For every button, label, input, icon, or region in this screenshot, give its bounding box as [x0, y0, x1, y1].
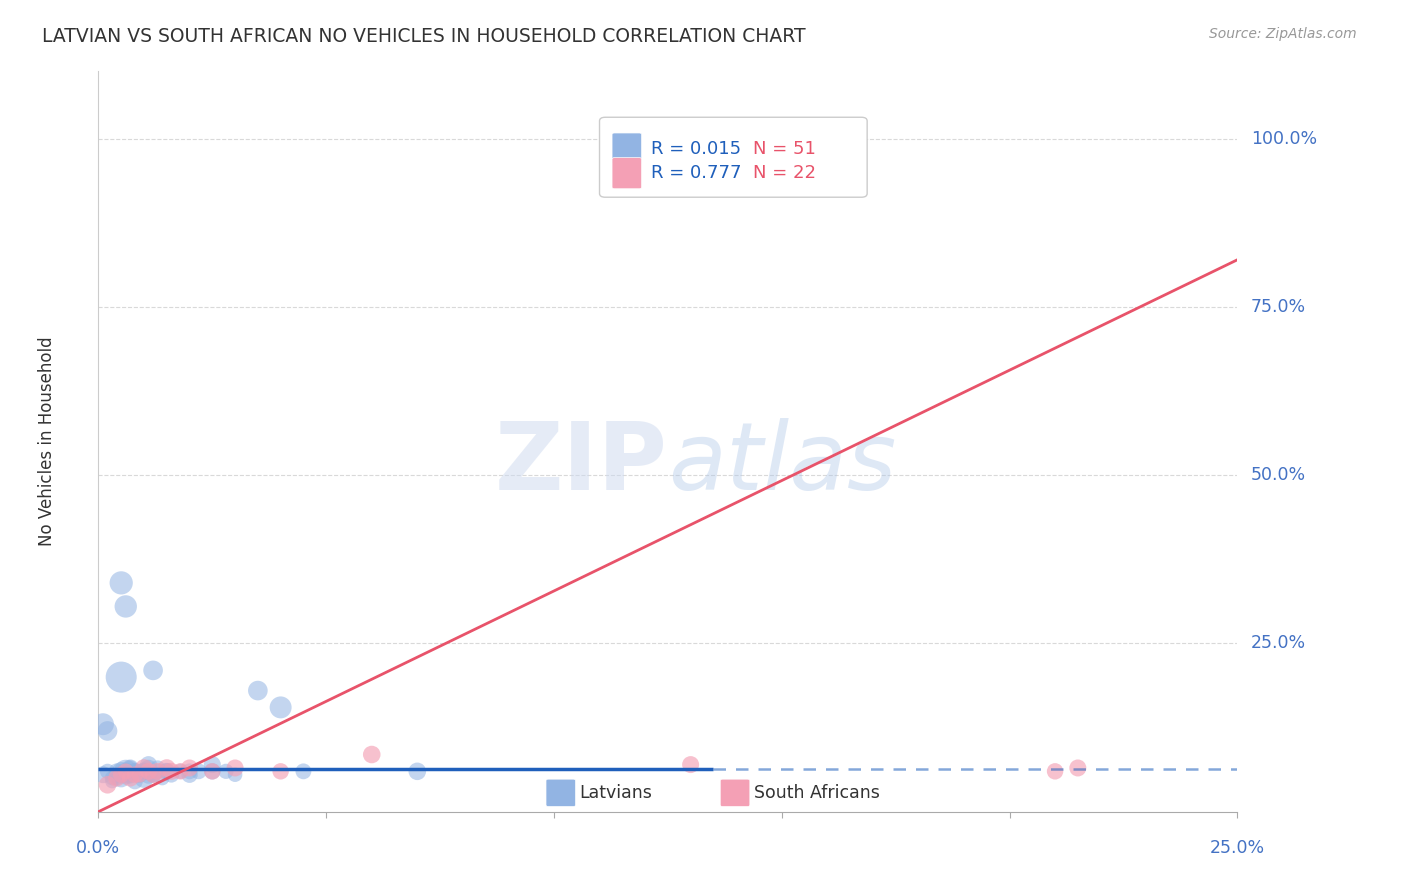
Point [142, 767, 165, 781]
Point [246, 683, 269, 698]
Text: atlas: atlas [668, 418, 896, 509]
Point [138, 764, 160, 779]
Point [132, 771, 155, 785]
Point [101, 771, 124, 785]
Point [201, 764, 224, 779]
Point [120, 761, 142, 775]
Text: 75.0%: 75.0% [1251, 298, 1306, 316]
Point [224, 761, 246, 775]
Text: South Africans: South Africans [755, 784, 880, 802]
FancyBboxPatch shape [599, 117, 868, 197]
FancyBboxPatch shape [546, 779, 575, 806]
Point [201, 764, 224, 779]
Point [120, 767, 142, 781]
FancyBboxPatch shape [612, 133, 641, 164]
Point [160, 767, 183, 781]
Point [124, 774, 146, 789]
Point [120, 761, 142, 775]
Point [156, 764, 179, 779]
Point [105, 771, 128, 785]
Text: No Vehicles in Household: No Vehicles in Household [38, 336, 56, 547]
Point [142, 767, 165, 781]
Point [179, 761, 201, 775]
Text: R = 0.777: R = 0.777 [651, 164, 741, 182]
Text: Latvians: Latvians [579, 784, 652, 802]
Point [128, 764, 150, 779]
Text: R = 0.015: R = 0.015 [651, 139, 741, 158]
Point [96, 764, 118, 779]
Point [360, 747, 382, 762]
Point [224, 767, 246, 781]
Point [146, 764, 169, 779]
Text: 25.0%: 25.0% [1209, 838, 1265, 856]
Point [146, 764, 169, 779]
Point [105, 771, 128, 785]
Point [146, 761, 169, 775]
Point [124, 767, 146, 781]
Point [179, 767, 201, 781]
Text: 25.0%: 25.0% [1251, 634, 1306, 652]
Point [110, 771, 132, 785]
Point [110, 575, 132, 590]
Text: 0.0%: 0.0% [76, 838, 121, 856]
Point [156, 761, 179, 775]
Text: LATVIAN VS SOUTH AFRICAN NO VEHICLES IN HOUSEHOLD CORRELATION CHART: LATVIAN VS SOUTH AFRICAN NO VEHICLES IN … [42, 27, 806, 45]
Text: Source: ZipAtlas.com: Source: ZipAtlas.com [1209, 27, 1357, 41]
Point [91, 717, 114, 731]
Point [101, 774, 124, 789]
Point [142, 767, 165, 781]
Point [179, 764, 201, 779]
Point [793, 131, 815, 145]
Point [132, 764, 155, 779]
Point [120, 771, 142, 785]
Point [201, 757, 224, 772]
Point [96, 778, 118, 792]
Text: ZIP: ZIP [495, 417, 668, 509]
Point [150, 771, 173, 785]
Point [132, 761, 155, 775]
Point [142, 664, 165, 678]
FancyBboxPatch shape [720, 779, 749, 806]
Text: 50.0%: 50.0% [1251, 467, 1306, 484]
Point [114, 764, 136, 779]
Point [156, 764, 179, 779]
Point [124, 764, 146, 779]
Point [1067, 761, 1090, 775]
FancyBboxPatch shape [612, 158, 641, 189]
Point [128, 767, 150, 781]
Point [124, 764, 146, 779]
Text: 100.0%: 100.0% [1251, 129, 1317, 148]
Point [91, 767, 114, 781]
Text: N = 51: N = 51 [754, 139, 815, 158]
Point [114, 764, 136, 779]
Point [114, 599, 136, 614]
Text: N = 22: N = 22 [754, 164, 817, 182]
Point [215, 764, 238, 779]
Point [138, 761, 160, 775]
Point [96, 723, 118, 738]
Point [110, 764, 132, 779]
Point [132, 764, 155, 779]
Point [169, 764, 191, 779]
Point [292, 764, 315, 779]
Point [138, 757, 160, 772]
Point [406, 764, 429, 779]
Point [105, 764, 128, 779]
Point [187, 764, 209, 779]
Point [138, 767, 160, 781]
Point [114, 767, 136, 781]
Point [114, 764, 136, 779]
Point [110, 670, 132, 684]
Point [270, 764, 292, 779]
Point [110, 767, 132, 781]
Point [270, 700, 292, 714]
Point [1043, 764, 1066, 779]
Point [128, 767, 150, 781]
Point [169, 764, 191, 779]
Point [160, 764, 183, 779]
Point [679, 757, 702, 772]
